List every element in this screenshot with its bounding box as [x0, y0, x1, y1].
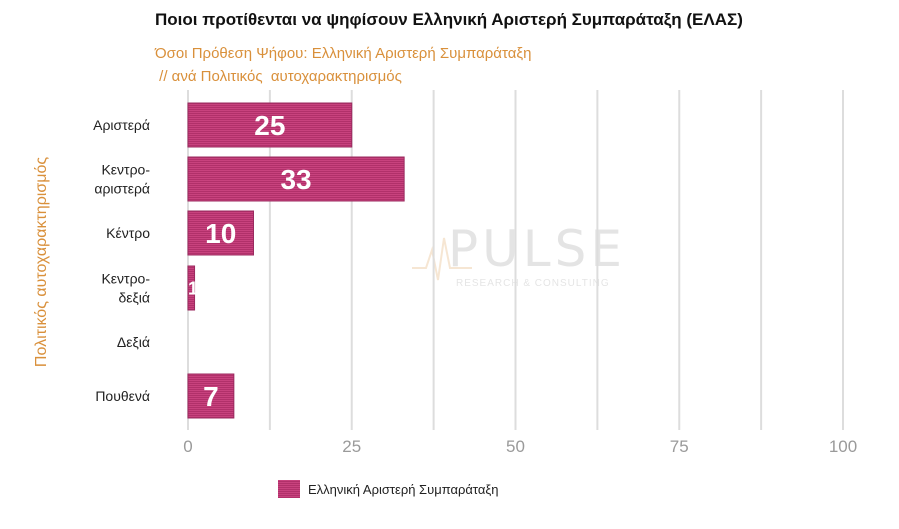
- legend-label: Ελληνική Αριστερή Συμπαράταξη: [308, 481, 499, 497]
- subtitle-line-1: Όσοι Πρόθεση Ψήφου: Ελληνική Αριστερή Συ…: [155, 45, 532, 62]
- category-label: Κεντρο-δεξιά: [101, 271, 150, 306]
- bar: [187, 265, 196, 311]
- data-label: 25: [254, 110, 285, 141]
- x-tick-label: 75: [670, 437, 689, 456]
- x-tick-label: 25: [342, 437, 361, 456]
- chart-subtitle: Όσοι Πρόθεση Ψήφου: Ελληνική Αριστερή Συ…: [155, 42, 531, 88]
- legend-swatch: [278, 480, 300, 498]
- category-label: Αριστερά: [93, 117, 150, 133]
- bar: [187, 373, 235, 419]
- category-label: Δεξιά: [117, 334, 150, 350]
- bar: [187, 102, 353, 148]
- category-label: Κεντρο-αριστερά: [94, 162, 150, 197]
- subtitle-line-2: // ανά Πολιτικός αυτοχαρακτηρισμός: [155, 68, 402, 85]
- data-label: 33: [280, 164, 311, 195]
- x-tick-label: 0: [183, 437, 192, 456]
- category-label: Πουθενά: [95, 388, 150, 404]
- x-tick-labels: 0 25 50 75 100: [183, 437, 857, 456]
- bar: [187, 210, 254, 256]
- bar: [187, 156, 405, 202]
- x-tick-label: 100: [829, 437, 857, 456]
- x-tick-label: 50: [506, 437, 525, 456]
- chart-title: Ποιοι προτίθενται να ψηφίσουν Ελληνική Α…: [155, 10, 743, 29]
- data-label: 10: [205, 218, 236, 249]
- data-label: 1: [188, 278, 198, 298]
- legend: Ελληνική Αριστερή Συμπαράταξη: [278, 480, 498, 498]
- data-label: 7: [203, 381, 219, 412]
- category-label: Κέντρο: [106, 225, 150, 241]
- bars: 25 33 10 1 7: [187, 102, 405, 419]
- category-labels: Αριστερά Κεντρο-αριστερά Κέντρο Κεντρο-δεξι…: [93, 117, 150, 404]
